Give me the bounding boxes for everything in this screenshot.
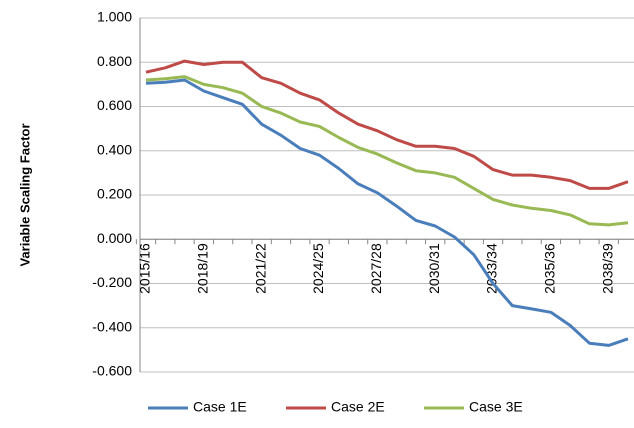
x-tick-label: 2038/39 <box>599 243 615 294</box>
y-tick-label: 0.800 <box>97 53 132 69</box>
x-tick-label: 2018/19 <box>195 243 211 294</box>
y-tick-label: 0.400 <box>97 141 132 157</box>
x-tick-label: 2035/36 <box>542 243 558 294</box>
y-tick-label: -0.600 <box>92 363 132 379</box>
y-tick-label: -0.200 <box>92 274 132 290</box>
x-tick-label: 2027/28 <box>368 243 384 294</box>
x-tick-label: 2030/31 <box>426 243 442 294</box>
y-tick-label: -0.400 <box>92 318 132 334</box>
y-tick-label: 0.200 <box>97 186 132 202</box>
series-line <box>145 59 629 190</box>
y-tick-label: 0.600 <box>97 97 132 113</box>
legend-label: Case 2E <box>331 399 385 415</box>
legend-label: Case 3E <box>469 399 523 415</box>
series-line <box>145 75 629 227</box>
y-tick-label: 0.000 <box>97 230 132 246</box>
legend-label: Case 1E <box>193 399 247 415</box>
y-tick-label: 1.000 <box>97 9 132 25</box>
x-tick-label: 2021/22 <box>252 243 268 294</box>
x-tick-label: 2015/16 <box>137 243 153 294</box>
y-axis-label: Variable Scaling Factor <box>17 123 32 266</box>
x-tick-label: 2033/34 <box>484 243 500 294</box>
x-tick-label: 2024/25 <box>310 243 326 294</box>
series-line <box>145 78 629 347</box>
